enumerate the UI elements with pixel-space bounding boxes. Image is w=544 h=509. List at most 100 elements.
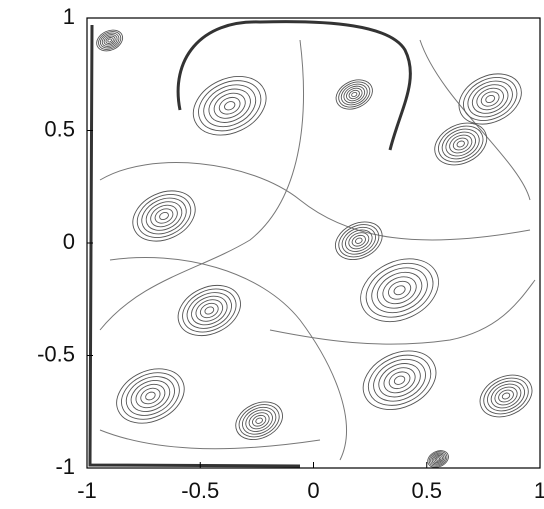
contour-ring [487,380,526,412]
vortex [96,29,124,52]
vortex [434,122,488,166]
contour-ring [255,417,263,424]
contour-ring [192,76,267,136]
contour-ring [458,73,522,125]
contour-ring [433,454,443,464]
y-tick-label: 0 [63,229,75,254]
wall-layer [88,24,301,468]
contour-ring [373,358,426,402]
contour-ring [483,377,529,415]
contour-ring [116,368,185,424]
contour-ring [338,224,380,258]
contour-ring [338,81,371,108]
contour-ring [154,208,174,224]
contour-ring [135,383,166,409]
contour-ring [341,226,376,255]
x-tick-label: 1 [534,478,544,503]
y-tick-label: -1 [55,454,75,479]
contour-ring [204,306,215,315]
contour-ring [145,391,156,401]
streamlines [88,20,536,468]
contour-ring [393,375,406,385]
streamline [99,429,321,450]
contour-ring [343,85,366,104]
contour-ring [99,32,120,49]
vortex [132,190,196,242]
vortex [192,76,267,136]
contour-ring [485,94,496,104]
contour-ring [335,221,383,261]
contour-ring [441,128,480,160]
contour-ring [248,412,270,430]
contour-ring [376,271,423,309]
contour-ring [490,383,522,409]
contour-ring [335,79,373,110]
contour-ring [351,234,366,247]
contour-ring [479,374,533,418]
streamline [269,279,536,345]
contour-ring [195,299,224,322]
y-tick-label: -0.5 [37,341,75,366]
vortex [479,374,533,418]
contour-ring [218,96,241,115]
contour-ring [340,83,368,106]
contour-ring [467,80,513,118]
contour-ring [345,229,373,252]
y-tick-label: 0.5 [44,116,75,141]
contour-ring [431,453,445,465]
x-tick-label: -1 [77,478,97,503]
contour-ring [98,31,122,50]
streamline [99,39,304,331]
contour-ring [393,285,406,296]
contour-ring [130,380,171,412]
contour-ring [434,456,442,462]
contour-ring [476,87,504,111]
contour-ring [140,387,161,405]
vortex [335,221,383,261]
contour-ring [382,276,417,305]
contour-ring [136,194,192,238]
contour-ring [434,122,488,166]
contour-ring [449,134,473,154]
contour-ring [452,137,469,151]
contour-ring [238,404,280,438]
contour-ring [159,211,169,221]
x-tick-label: -0.5 [181,478,219,503]
contour-ring [198,80,262,132]
streamline [109,257,347,461]
contour-ring [105,37,114,44]
contour-ring [362,350,437,410]
contour-ring [355,237,363,244]
contour-ring [242,406,277,435]
contour-ring [203,84,257,128]
vortex [360,258,439,323]
contour-ring [177,284,241,337]
shear-layer [176,20,412,151]
contour-ring [365,262,434,318]
contour-ring [360,258,439,323]
contour-ring [150,204,178,228]
contour-ring [436,457,441,461]
vortex [116,368,185,424]
contour-ring [132,190,196,242]
contour-ring [388,280,412,300]
contour-ring [235,401,283,441]
contour-ring [224,101,236,111]
contour-ring [191,295,228,326]
contour-ring [367,354,432,406]
plot-frame [86,17,541,469]
contour-ring [427,450,449,468]
contour-ring [252,414,267,427]
vortex [362,350,437,410]
streamline [419,39,531,201]
x-tick-label: 0 [307,478,319,503]
vortex [335,79,373,110]
vortex [458,73,522,125]
contour-ring [498,389,514,403]
contour-ring [213,92,246,119]
contour-ring [456,140,465,148]
contour-ring [141,197,187,235]
contour-ring [125,376,175,416]
contour-ring [383,367,416,394]
